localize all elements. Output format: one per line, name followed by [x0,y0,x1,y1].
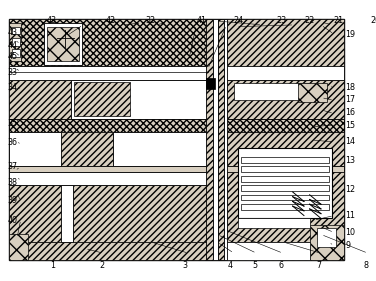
Text: 3: 3 [182,261,188,270]
Text: 4: 4 [228,261,233,270]
Bar [61,132,113,166]
Bar [234,83,309,100]
Bar [9,166,344,172]
Text: 19: 19 [346,30,356,39]
Text: 1: 1 [50,261,55,270]
Bar [9,185,71,242]
Text: 10: 10 [346,228,355,237]
Text: 43: 43 [47,16,57,25]
Bar [9,19,208,66]
Bar [309,225,344,260]
Text: 35: 35 [8,119,18,128]
Text: 5: 5 [252,261,258,270]
Bar [241,157,329,163]
Bar [241,185,329,191]
Text: 38: 38 [8,178,18,187]
Text: 43: 43 [8,28,18,37]
Bar [9,242,61,260]
Bar [241,195,329,200]
Text: 14: 14 [346,137,355,146]
Bar [71,80,208,119]
Bar [9,23,21,42]
Text: 36: 36 [8,138,18,147]
Text: 34: 34 [8,83,18,92]
Bar [206,19,213,260]
Text: 21: 21 [333,16,343,25]
Text: 32: 32 [145,16,155,25]
Bar [74,82,130,116]
Text: 37: 37 [8,162,18,171]
Text: 12: 12 [346,185,356,194]
Bar [9,80,71,119]
Bar [241,166,329,172]
Text: 6: 6 [279,261,284,270]
Bar [73,185,208,242]
Bar [227,80,344,119]
Text: 33: 33 [8,67,18,76]
Text: 41: 41 [197,16,207,25]
Bar [317,228,336,247]
Bar [9,234,28,260]
Bar [213,19,218,260]
Text: 22: 22 [305,16,315,25]
Bar [9,242,344,260]
Bar [9,119,344,132]
Text: 23: 23 [276,16,287,25]
Bar [9,132,61,166]
Text: 2: 2 [99,261,105,270]
Bar [12,38,20,46]
Bar [44,23,82,65]
Text: 11: 11 [346,211,355,220]
Bar [9,44,21,61]
Text: 17: 17 [346,95,356,104]
Bar [224,19,227,260]
Text: 45: 45 [8,53,18,62]
Text: 9: 9 [346,241,351,250]
Bar [9,66,344,80]
Bar [218,19,224,260]
Text: 24: 24 [234,16,244,25]
Text: 15: 15 [346,121,356,130]
Text: 39: 39 [8,196,18,205]
Bar [9,172,217,185]
Bar [241,204,329,210]
Text: 42: 42 [105,16,115,25]
Bar [227,19,344,79]
Text: 44: 44 [8,41,18,50]
Text: 16: 16 [346,108,355,117]
Bar [227,119,344,166]
Bar [47,27,79,61]
Text: 18: 18 [346,83,355,92]
Bar [241,176,329,182]
Bar [298,83,327,102]
Bar [61,185,73,242]
Bar [238,218,309,228]
Bar [238,148,332,218]
Bar [113,132,208,166]
Bar [12,49,20,57]
Text: 20: 20 [371,16,376,25]
Bar [227,166,344,242]
Text: 7: 7 [317,261,321,270]
Text: 8: 8 [364,261,369,270]
Bar [12,27,20,34]
Text: 13: 13 [346,156,355,165]
Bar [206,78,215,89]
Text: 40: 40 [8,216,18,225]
Bar [208,242,309,260]
